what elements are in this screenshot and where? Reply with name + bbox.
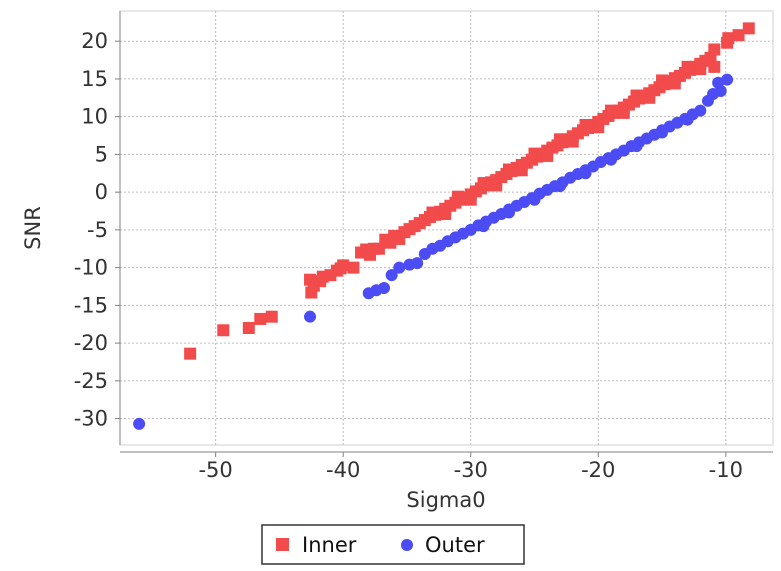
data-point-outer <box>714 85 727 98</box>
grid-lines <box>120 11 773 445</box>
data-point-outer <box>411 257 424 270</box>
y-tick-label: 20 <box>81 29 108 53</box>
series-inner <box>184 22 755 360</box>
data-point-inner <box>242 322 255 335</box>
data-point-outer <box>554 180 567 193</box>
data-point-inner <box>732 29 745 42</box>
legend-label-inner: Inner <box>302 533 357 557</box>
data-point-inner <box>254 312 267 325</box>
y-tick-label: 15 <box>81 67 108 91</box>
data-point-inner <box>372 242 385 255</box>
legend-marker-inner <box>276 538 289 551</box>
data-point-inner <box>617 106 630 119</box>
data-point-inner <box>541 149 554 162</box>
axes <box>115 11 773 457</box>
x-axis-title: Sigma0 <box>406 488 485 512</box>
data-points <box>133 22 755 430</box>
data-point-inner <box>708 60 721 73</box>
data-point-inner <box>605 104 618 117</box>
y-tick-label: -10 <box>74 256 108 280</box>
data-point-inner <box>722 32 735 45</box>
data-point-inner <box>337 259 350 272</box>
data-point-inner <box>630 89 643 102</box>
y-tick-label: -15 <box>74 293 108 317</box>
data-point-inner <box>464 193 477 206</box>
data-point-inner <box>184 347 197 360</box>
data-point-outer <box>378 282 391 295</box>
y-tick-label: 0 <box>95 180 108 204</box>
data-point-outer <box>579 167 592 180</box>
data-point-inner <box>643 91 656 104</box>
y-tick-label: 5 <box>95 142 108 166</box>
x-tick-label: -20 <box>581 458 615 482</box>
data-point-outer <box>133 417 146 430</box>
data-point-inner <box>528 147 541 160</box>
data-point-inner <box>451 190 464 203</box>
data-point-outer <box>502 206 515 219</box>
y-axis-title: SNR <box>21 206 45 250</box>
y-tick-label: -25 <box>74 369 108 393</box>
data-point-inner <box>694 63 707 76</box>
data-point-inner <box>217 324 230 337</box>
data-point-outer <box>304 310 317 323</box>
data-point-outer <box>393 261 406 274</box>
data-point-inner <box>592 121 605 134</box>
data-point-outer <box>630 140 643 153</box>
data-point-outer <box>477 220 490 233</box>
data-point-inner <box>681 60 694 73</box>
data-point-inner <box>265 310 278 323</box>
y-tick-label: -30 <box>74 407 108 431</box>
data-point-inner <box>439 208 452 221</box>
data-point-inner <box>490 179 503 192</box>
data-point-outer <box>656 126 669 139</box>
legend-box <box>261 524 525 565</box>
data-point-inner <box>347 261 360 274</box>
data-point-outer <box>385 269 398 282</box>
y-tick-label: -5 <box>87 218 108 242</box>
data-point-inner <box>579 118 592 131</box>
data-point-inner <box>515 164 528 177</box>
series-outer <box>133 73 734 430</box>
legend-marker-outer <box>401 539 413 551</box>
x-tick-label: -30 <box>454 458 488 482</box>
data-point-inner <box>742 22 755 35</box>
y-tick-label: -20 <box>74 331 108 355</box>
data-point-outer <box>528 193 541 206</box>
data-point-inner <box>668 77 681 90</box>
data-point-outer <box>605 153 618 166</box>
x-tick-label: -10 <box>709 458 743 482</box>
x-tick-label: -40 <box>326 458 360 482</box>
x-tick-label: -50 <box>198 458 232 482</box>
data-point-inner <box>566 135 579 148</box>
data-point-outer <box>681 113 694 126</box>
data-point-inner <box>656 74 669 87</box>
legend: Inner Outer <box>261 524 525 565</box>
y-tick-label: 10 <box>81 105 108 129</box>
data-point-inner <box>708 43 721 56</box>
data-point-inner <box>554 133 567 146</box>
legend-label-outer: Outer <box>425 533 485 557</box>
data-point-outer <box>721 73 734 86</box>
data-point-inner <box>502 163 515 176</box>
data-point-inner <box>477 177 490 190</box>
data-point-inner <box>426 206 439 219</box>
data-point-outer <box>694 104 707 117</box>
